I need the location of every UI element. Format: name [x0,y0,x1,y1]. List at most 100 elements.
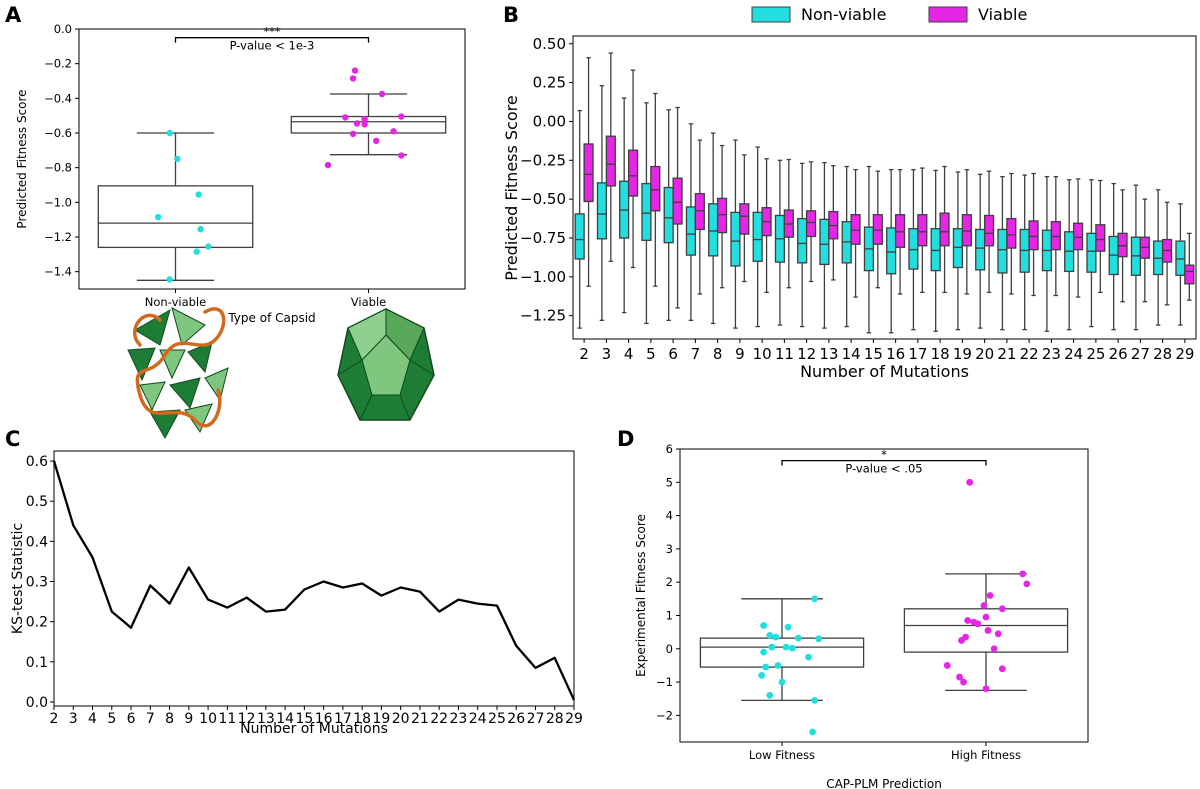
data-point [398,152,405,159]
box-23 [1086,232,1097,273]
box-14 [886,227,897,275]
box-27 [1184,264,1195,285]
x-tick-label: 2 [50,711,59,727]
data-point [154,213,162,221]
box-18 [975,228,986,271]
box-20 [1028,220,1039,251]
box-7 [730,211,741,267]
data-point [351,67,359,74]
data-point [964,617,972,624]
data-point [998,605,1006,613]
x-tick-label: Viable [351,295,386,309]
box-19 [1006,217,1017,249]
data-point [373,137,380,144]
capsid-fragment [171,307,206,346]
x-tick-label: 9 [735,345,745,363]
y-tick-label: −0.2 [44,57,72,71]
x-tick-label: 26 [1109,345,1128,363]
box-15 [908,228,919,270]
data-point [760,648,768,656]
x-tick-label: 22 [430,711,448,727]
x-tick-label: 13 [257,711,275,727]
x-tick-label: 10 [199,711,217,727]
x-tick-label: 29 [565,711,583,727]
box-4 [663,186,674,244]
y-tick-label: 0.2 [26,615,48,631]
x-tick-label: 7 [691,345,701,363]
data-point [815,635,823,643]
box-0 [574,213,585,260]
box-12 [850,214,861,245]
x-tick-label: 7 [146,711,155,727]
x-tick-label: 4 [624,345,634,363]
data-point [1023,580,1031,588]
ks-line [52,460,576,701]
data-point [174,155,181,163]
data-point [398,113,405,120]
x-tick-label: 19 [953,345,972,363]
data-point [974,620,982,628]
x-tick-label: 11 [775,345,794,363]
x-axis-label: CAP-PLM Prediction [826,777,942,789]
box-0 [97,185,254,249]
data-point [361,115,368,123]
y-tick-label: −1.25 [520,307,566,325]
x-tick-label: 18 [931,345,950,363]
box-6 [716,197,728,234]
box-21 [1050,221,1061,251]
icosahedron-edge [337,359,363,376]
x-axis-label: Number of Mutations [240,721,388,737]
icosahedron-edge [399,394,411,421]
data-point [980,602,988,609]
x-tick-label: 17 [908,345,927,363]
x-tick-label: 26 [507,711,525,727]
x-tick-label: 29 [1175,345,1194,363]
y-axis-label: Predicted Fitness Score [15,89,29,228]
y-tick-label: −1 [656,675,673,689]
x-tick-label: 23 [450,711,468,727]
x-tick-label: 14 [842,345,861,363]
box-11 [819,218,830,266]
x-tick-label: 4 [88,711,97,727]
y-tick-label: 0.0 [54,22,72,36]
data-point [986,592,994,599]
x-tick-label: 12 [797,345,816,363]
capsid-fragment [127,347,156,382]
y-tick-label: 6 [666,442,673,456]
x-tick-label: 21 [997,345,1016,363]
legend: Non-viable Viable [751,5,1027,24]
box-4 [672,177,683,225]
x-tick-label: 3 [602,345,612,363]
significance-text: P-value < 1e-3 [230,39,315,53]
x-tick-label: 23 [1042,345,1061,363]
panel-C: C0.00.10.20.30.40.50.62 3 4 5 6 7 8 9 10 11 12 13 14… [5,427,583,737]
x-tick-label: 12 [238,711,256,727]
significance-bracket [174,37,370,43]
plot-frame [53,450,575,707]
box-19 [997,228,1008,274]
x-tick-label: 28 [1153,345,1172,363]
legend-swatch-viable [928,6,968,23]
data-point [809,728,816,736]
y-tick-label: 0.0 [26,695,48,711]
data-point [811,595,819,603]
y-tick-label: 3 [666,542,673,556]
data-point [195,191,202,198]
data-point [958,637,965,644]
rna-strand [135,307,226,428]
box-17 [961,214,972,247]
y-tick-label: −0.8 [44,161,72,175]
capsid-fragment [159,349,186,380]
data-point [788,644,796,652]
data-point [349,75,357,82]
x-axis-label: Type of Capsid [227,311,315,325]
data-point [762,663,770,671]
data-point [794,634,802,642]
capsid-fragment [139,381,166,412]
y-tick-label: −1.4 [44,265,72,279]
box-10 [805,210,817,238]
data-point [984,627,992,634]
x-tick-label: 13 [819,345,838,363]
x-tick-label: 19 [372,711,390,727]
plot-frame [78,28,466,290]
